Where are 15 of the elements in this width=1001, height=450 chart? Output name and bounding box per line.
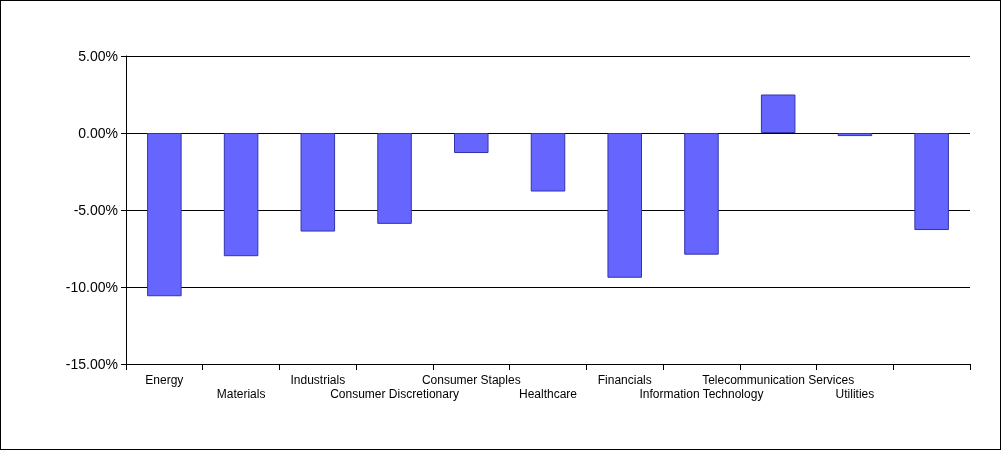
y-tick-label: -5.00% (73, 202, 118, 218)
x-tick-label: Information Technology (639, 386, 764, 401)
y-tick-label: 0.00% (78, 125, 118, 141)
x-tick-label: Industrials (290, 372, 346, 387)
x-tick-label: Consumer Staples (421, 372, 521, 387)
x-tick-label: Healthcare (518, 386, 578, 401)
y-tick-label: -15.00% (65, 356, 118, 372)
x-tick-label: Materials (216, 386, 266, 401)
y-tick-label: 5.00% (78, 48, 118, 64)
x-tick-label: Financials (597, 372, 652, 387)
x-tick-label: Consumer Discretionary (330, 386, 459, 401)
x-tick-label: Telecommunication Services (702, 372, 855, 387)
y-tick-label: -10.00% (65, 279, 118, 295)
x-tick-label: Energy (145, 372, 184, 387)
x-tick-label: Utilities (835, 386, 875, 401)
